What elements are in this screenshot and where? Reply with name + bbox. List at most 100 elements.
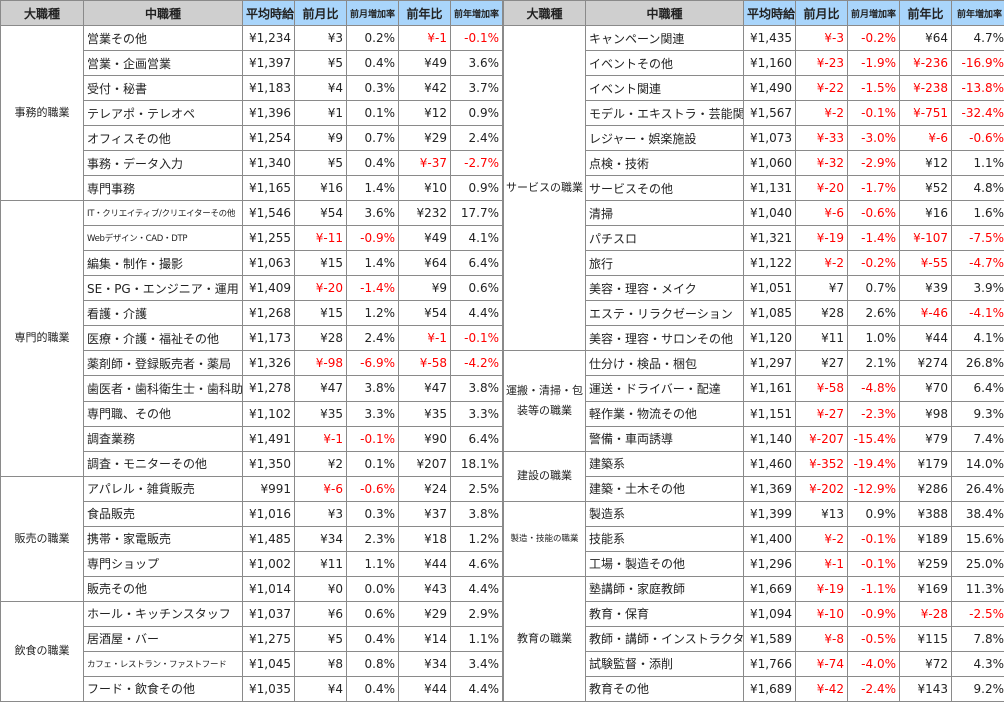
mom-change-cell: ¥15: [294, 250, 347, 277]
sub-category-cell: 塾講師・家庭教師: [585, 575, 744, 602]
table-row: パチスロ ¥1,321 ¥-19 -1.4% ¥-107 -7.5%: [504, 225, 1004, 252]
yoy-rate-cell: -0.1%: [450, 25, 503, 52]
yoy-change-cell: ¥-236: [899, 50, 952, 77]
avg-wage-cell: ¥1,037: [242, 600, 295, 627]
mom-rate-cell: 0.3%: [346, 500, 399, 527]
avg-wage-cell: ¥1,045: [242, 650, 295, 677]
mom-change-cell: ¥9: [294, 125, 347, 152]
header-row: 大職種 中職種 平均時給 前月比 前月増加率 前年比 前年増加率: [0, 0, 503, 27]
yoy-rate-cell: 4.1%: [951, 325, 1004, 352]
sub-category-cell: 居酒屋・バー: [83, 625, 243, 652]
yoy-change-cell: ¥232: [398, 200, 451, 227]
sub-category-cell: 営業・企画営業: [83, 50, 243, 77]
mom-change-cell: ¥-2: [795, 525, 848, 552]
sub-category-cell: 専門職、その他: [83, 400, 243, 427]
yoy-change-cell: ¥388: [899, 500, 952, 527]
mom-rate-cell: 1.2%: [346, 300, 399, 327]
yoy-rate-cell: 7.8%: [951, 625, 1004, 652]
yoy-rate-cell: -4.7%: [951, 250, 1004, 277]
sub-category-cell: 技能系: [585, 525, 744, 552]
mom-change-cell: ¥3: [294, 25, 347, 52]
yoy-change-cell: ¥98: [899, 400, 952, 427]
mom-rate-cell: -1.1%: [847, 575, 900, 602]
mom-rate-cell: 1.4%: [346, 250, 399, 277]
major-category-cell: 建設の職業: [503, 450, 586, 502]
mom-change-cell: ¥27: [795, 350, 848, 377]
major-category-cell: 教育の職業: [503, 575, 586, 702]
mom-change-cell: ¥-42: [795, 675, 848, 702]
yoy-rate-cell: -4.2%: [450, 350, 503, 377]
mom-change-cell: ¥6: [294, 600, 347, 627]
yoy-change-cell: ¥-46: [899, 300, 952, 327]
yoy-rate-cell: 9.2%: [951, 675, 1004, 702]
yoy-rate-cell: 26.8%: [951, 350, 1004, 377]
yoy-change-cell: ¥12: [899, 150, 952, 177]
mom-rate-cell: 0.4%: [346, 625, 399, 652]
yoy-change-cell: ¥70: [899, 375, 952, 402]
sub-category-cell: 教育・保育: [585, 600, 744, 627]
mom-change-cell: ¥8: [294, 650, 347, 677]
table-row: サービスの職業 キャンペーン関連 ¥1,435 ¥-3 -0.2% ¥64 4.7%: [503, 25, 1004, 352]
yoy-rate-cell: 2.5%: [450, 475, 503, 502]
mom-rate-cell: -0.9%: [847, 600, 900, 627]
avg-wage-cell: ¥1,016: [242, 500, 295, 527]
mom-rate-cell: -0.9%: [346, 225, 399, 252]
yoy-rate-cell: 4.4%: [450, 675, 503, 702]
table-row: 運搬・清掃・包装等の職業 仕分け・検品・梱包 ¥1,297 ¥27 2.1% ¥274 26…: [503, 350, 1004, 452]
avg-wage-cell: ¥1,460: [743, 450, 796, 477]
sub-category-cell: ホール・キッチンスタッフ: [83, 600, 243, 627]
avg-wage-cell: ¥1,073: [743, 125, 796, 152]
avg-wage-cell: ¥1,040: [743, 200, 796, 227]
mom-rate-cell: 0.9%: [847, 500, 900, 527]
left-table: 大職種 中職種 平均時給 前月比 前月増加率 前年比 前年増加率 事務的職業 営業その他 ¥1,2…: [0, 0, 503, 702]
mom-rate-cell: -0.5%: [847, 625, 900, 652]
table-row: 専門ショップ ¥1,002 ¥11 1.1% ¥44 4.6%: [1, 550, 503, 577]
major-category-cell: 専門的職業: [0, 200, 84, 477]
mom-change-cell: ¥-207: [795, 425, 848, 452]
mom-change-cell: ¥-22: [795, 75, 848, 102]
yoy-rate-cell: 11.3%: [951, 575, 1004, 602]
mom-change-cell: ¥4: [294, 675, 347, 702]
yoy-change-cell: ¥-28: [899, 600, 952, 627]
sub-category-cell: 試験監督・添削: [585, 650, 744, 677]
avg-wage-cell: ¥1,268: [242, 300, 295, 327]
yoy-change-cell: ¥-107: [899, 225, 952, 252]
sub-category-cell: 建築・土木その他: [585, 475, 744, 502]
sub-category-cell: 軽作業・物流その他: [585, 400, 744, 427]
mom-change-cell: ¥-202: [795, 475, 848, 502]
sub-category-cell: アパレル・雑貨販売: [83, 475, 243, 502]
yoy-rate-cell: 38.4%: [951, 500, 1004, 527]
mom-change-cell: ¥-1: [294, 425, 347, 452]
yoy-change-cell: ¥169: [899, 575, 952, 602]
yoy-rate-cell: 6.4%: [450, 250, 503, 277]
yoy-rate-cell: 4.4%: [450, 300, 503, 327]
mom-change-cell: ¥47: [294, 375, 347, 402]
sub-category-cell: 調査・モニターその他: [83, 450, 243, 477]
sub-category-cell: オフィスその他: [83, 125, 243, 152]
table-row: 専門職、その他 ¥1,102 ¥35 3.3% ¥35 3.3%: [1, 400, 503, 427]
yoy-change-cell: ¥18: [398, 525, 451, 552]
table-row: イベントその他 ¥1,160 ¥-23 -1.9% ¥-236 -16.9%: [504, 50, 1004, 77]
table-row: 受付・秘書 ¥1,183 ¥4 0.3% ¥42 3.7%: [1, 75, 503, 102]
yoy-change-cell: ¥-751: [899, 100, 952, 127]
yoy-change-cell: ¥37: [398, 500, 451, 527]
mom-rate-cell: 3.6%: [346, 200, 399, 227]
yoy-change-cell: ¥43: [398, 575, 451, 602]
yoy-change-cell: ¥-58: [398, 350, 451, 377]
mom-rate-cell: -2.9%: [847, 150, 900, 177]
table-row: 旅行 ¥1,122 ¥-2 -0.2% ¥-55 -4.7%: [504, 250, 1004, 277]
table-row: 編集・制作・撮影 ¥1,063 ¥15 1.4% ¥64 6.4%: [1, 250, 503, 277]
mom-rate-cell: -0.1%: [346, 425, 399, 452]
avg-wage-cell: ¥1,085: [743, 300, 796, 327]
avg-wage-cell: ¥1,350: [242, 450, 295, 477]
yoy-rate-cell: -0.6%: [951, 125, 1004, 152]
avg-wage-cell: ¥1,060: [743, 150, 796, 177]
mom-rate-cell: -0.1%: [847, 525, 900, 552]
avg-wage-cell: ¥1,051: [743, 275, 796, 302]
mom-change-cell: ¥-11: [294, 225, 347, 252]
header-avg-wage: 平均時給: [242, 0, 295, 27]
sub-category-cell: イベントその他: [585, 50, 744, 77]
major-category-cell: 飲食の職業: [0, 600, 84, 702]
yoy-change-cell: ¥49: [398, 225, 451, 252]
